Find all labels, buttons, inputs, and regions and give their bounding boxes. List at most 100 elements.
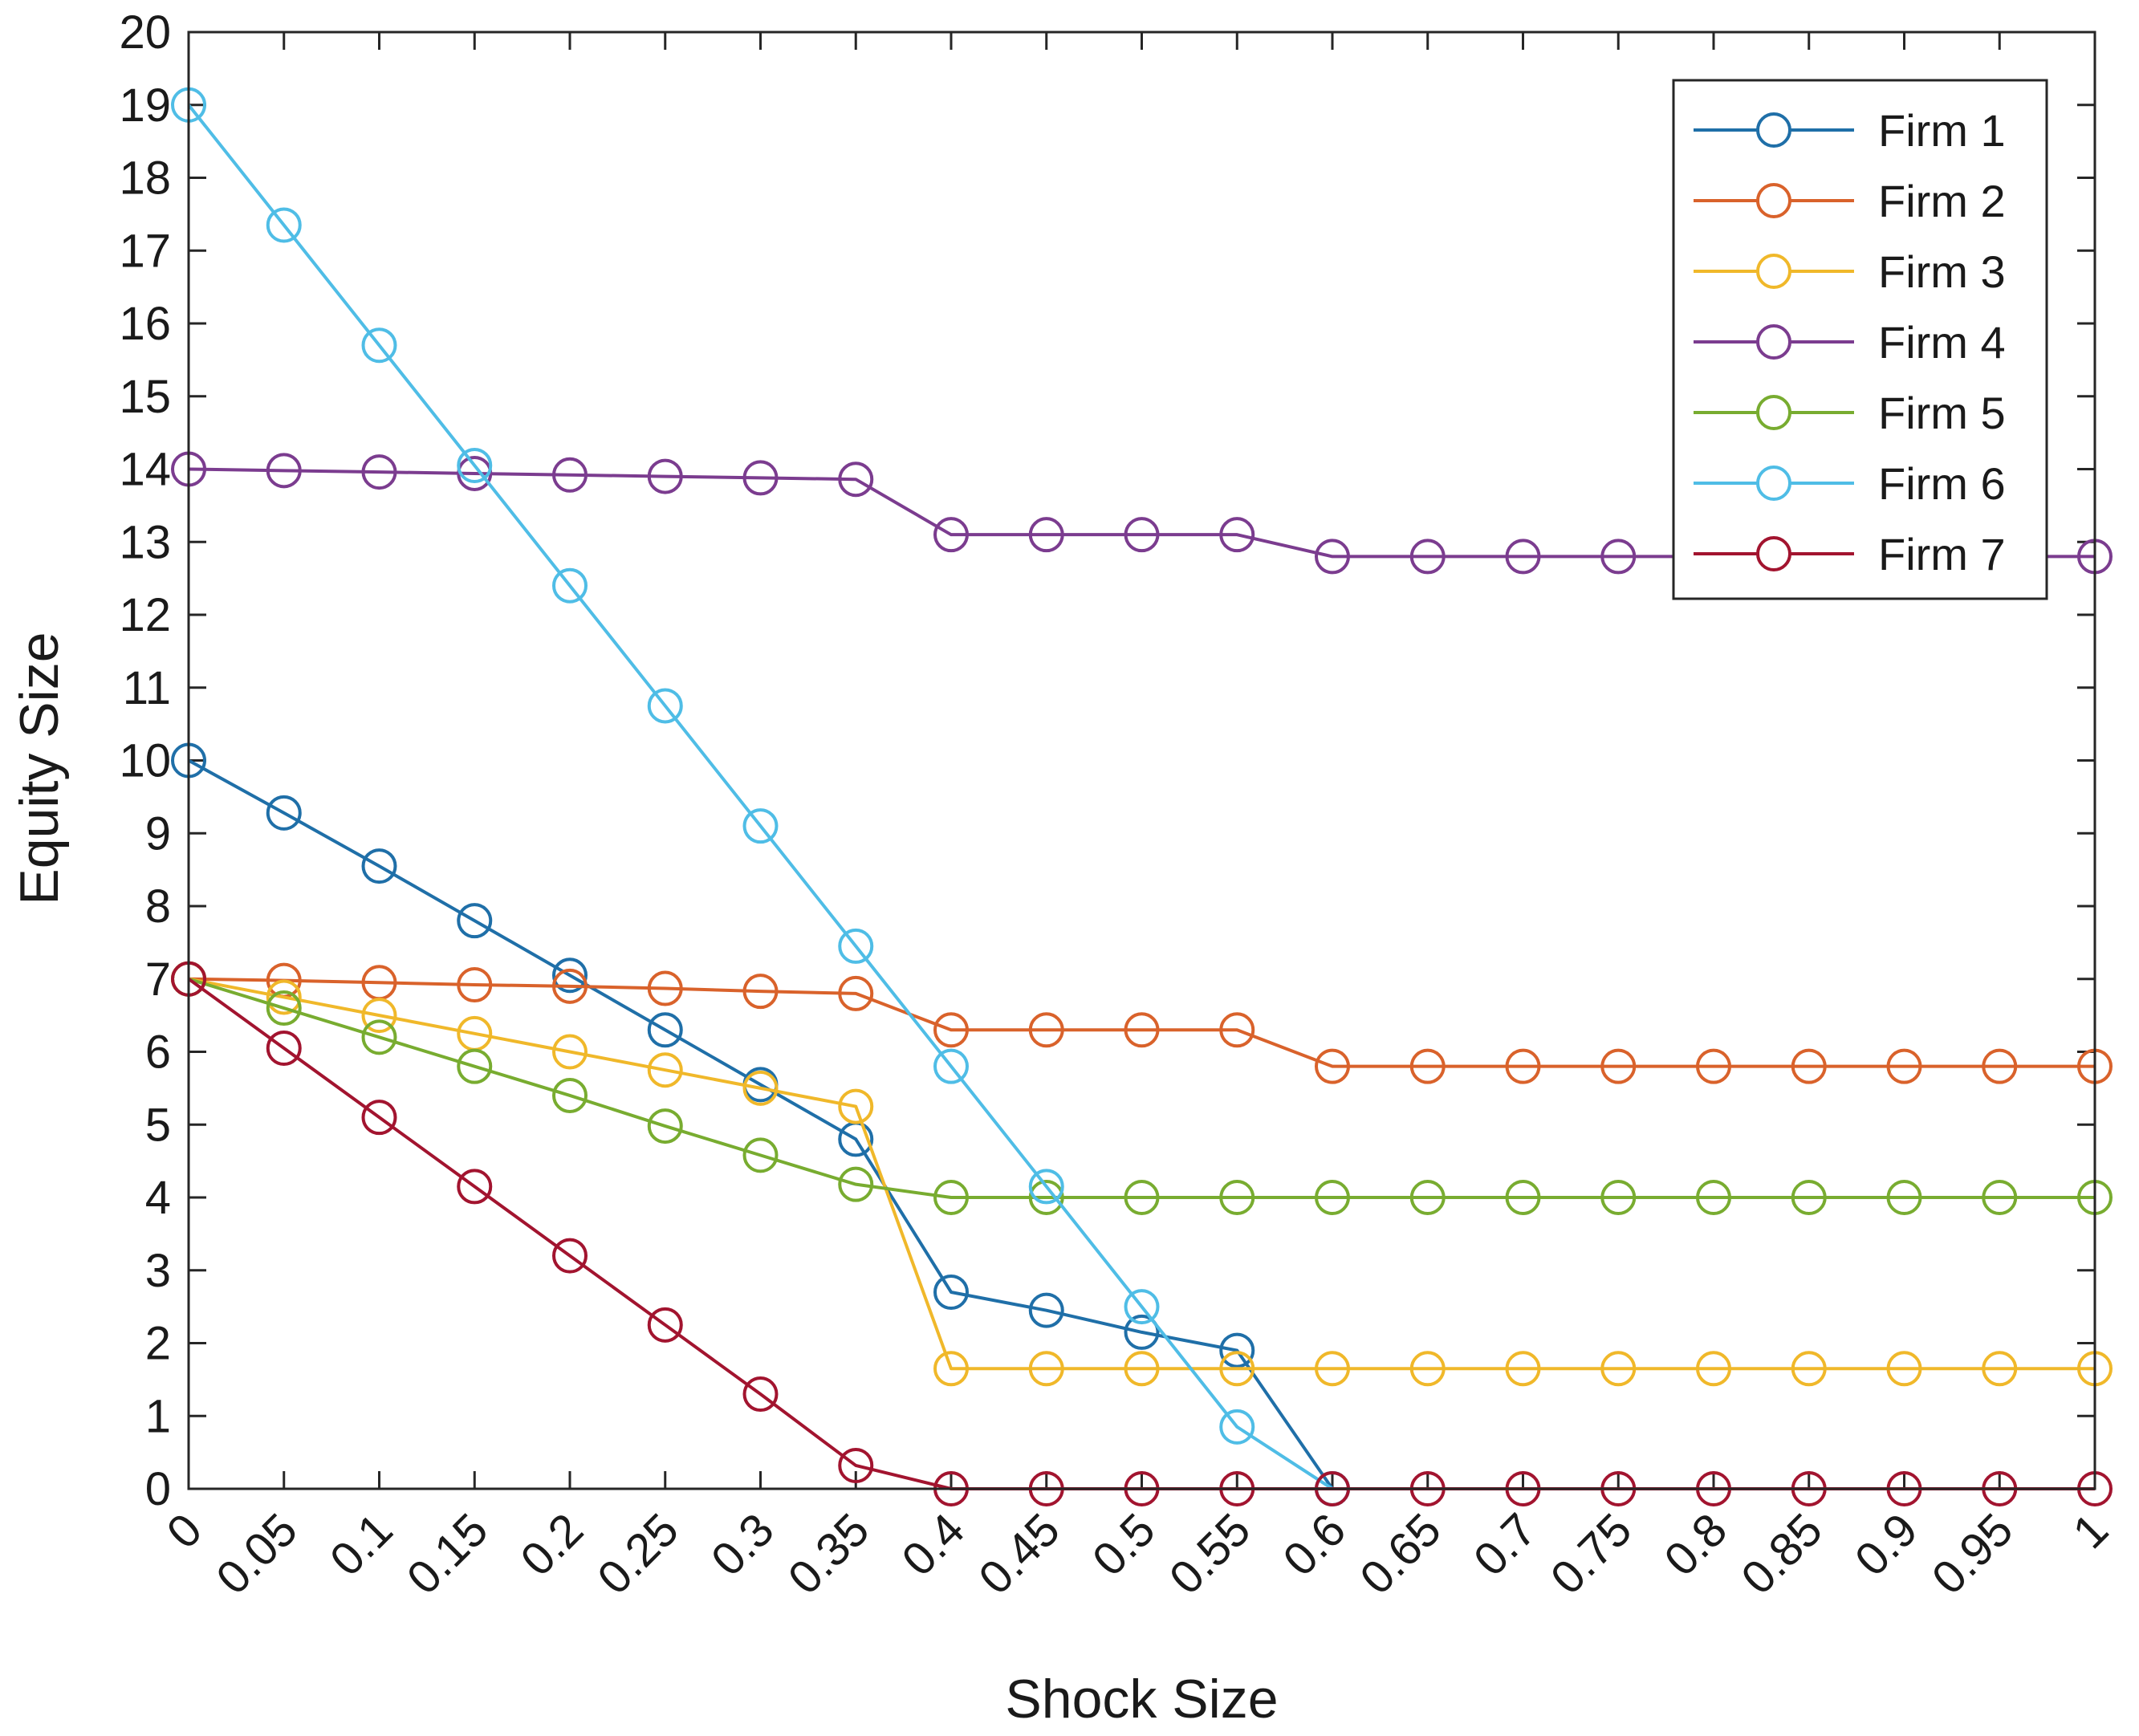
data-point [552, 1034, 588, 1070]
legend-swatch-marker [1756, 112, 1791, 148]
y-tick-label: 16 [119, 298, 171, 350]
data-point [742, 1070, 779, 1106]
data-point [1600, 1180, 1637, 1215]
data-point [552, 968, 588, 1004]
data-point [1028, 1169, 1064, 1205]
data-point [457, 1048, 493, 1084]
data-point [1505, 539, 1541, 575]
data-point [1505, 1048, 1541, 1084]
data-point [742, 1376, 779, 1413]
x-tick-label: 0.9 [1845, 1503, 1928, 1586]
legend-item: Firm 6 [1694, 458, 2006, 509]
data-point [457, 903, 493, 939]
series-line [187, 104, 1334, 1490]
data-point [1315, 539, 1350, 575]
y-tick-label: 6 [145, 1027, 171, 1079]
legend: Firm 1 Firm 2 Firm 3 Firm 4 Firm 5 Firm 6 Firm… [1672, 79, 2048, 600]
data-point [1409, 1351, 1446, 1387]
x-tick-label: 0.05 [206, 1503, 307, 1604]
x-tick-label: 0.1 [320, 1503, 403, 1586]
data-point [1028, 517, 1064, 553]
legend-label: Firm 5 [1878, 388, 2006, 438]
data-point [933, 1180, 969, 1215]
x-tick-label: 0.6 [1273, 1503, 1356, 1586]
data-point [552, 1077, 588, 1113]
legend-swatch-marker [1756, 536, 1791, 571]
data-point [361, 848, 397, 884]
data-point [838, 928, 874, 964]
data-point [1696, 1351, 1731, 1387]
data-point [457, 1169, 493, 1205]
data-point [1505, 1351, 1541, 1387]
data-point [457, 967, 493, 1003]
legend-label: Firm 3 [1878, 246, 2006, 297]
y-tick-label: 2 [145, 1318, 171, 1370]
data-point [1124, 1351, 1160, 1387]
data-point [1124, 1289, 1160, 1325]
y-tick-label: 0 [145, 1463, 171, 1515]
legend-swatch-marker [1756, 183, 1791, 218]
data-point [266, 979, 302, 1015]
data-point [1791, 1180, 1827, 1215]
x-tick-label: 0.65 [1350, 1503, 1451, 1604]
data-point [647, 688, 683, 724]
data-point [457, 447, 493, 483]
y-axis-label: Equity Size [9, 632, 70, 905]
x-tick-label: 0.95 [1922, 1503, 2023, 1604]
series-firm-5 [171, 961, 2113, 1215]
data-point [647, 1052, 683, 1088]
y-tick-label: 15 [119, 371, 171, 423]
data-point [647, 1108, 683, 1144]
y-tick-label: 17 [119, 225, 171, 277]
data-point [1409, 1048, 1446, 1084]
data-point [1219, 1351, 1255, 1387]
legend-item: Firm 3 [1694, 246, 2006, 297]
series-firm-2 [171, 961, 2113, 1084]
data-point [552, 567, 588, 604]
data-point [1600, 1351, 1637, 1387]
y-tick-label: 9 [145, 807, 171, 860]
data-point [1982, 1048, 2018, 1084]
legend-item: Firm 2 [1694, 176, 2006, 226]
x-tick-label: 0.2 [510, 1503, 593, 1586]
data-point [1124, 1012, 1160, 1048]
data-point [1600, 539, 1637, 575]
data-point [1982, 1351, 2018, 1387]
y-tick-label: 10 [119, 735, 171, 787]
x-tick-label: 0.8 [1654, 1503, 1737, 1586]
legend-label: Firm 1 [1878, 105, 2006, 156]
legend-swatch-marker [1756, 254, 1791, 289]
x-axis-label: Shock Size [1005, 1669, 1278, 1730]
data-point [742, 808, 779, 844]
data-point [1505, 1180, 1541, 1215]
y-tick-label: 19 [119, 79, 171, 132]
x-tick-label: 0.4 [892, 1503, 974, 1586]
data-point [266, 453, 302, 489]
data-point [647, 970, 683, 1006]
data-point [361, 327, 397, 364]
data-point [1315, 1180, 1350, 1215]
legend-swatch-marker [1756, 466, 1791, 501]
legend-label: Firm 2 [1878, 176, 2006, 226]
series-line [188, 977, 2095, 1068]
data-point [1696, 1048, 1731, 1084]
y-tick-label: 1 [145, 1390, 171, 1442]
data-point [1315, 1351, 1350, 1387]
x-tick-label: 0.5 [1083, 1503, 1165, 1586]
data-point [1028, 1292, 1064, 1328]
y-tick-label: 14 [119, 444, 171, 496]
data-point [838, 975, 874, 1011]
data-point [361, 1019, 397, 1055]
data-point [1028, 1351, 1064, 1387]
data-point [1982, 1180, 2018, 1215]
legend-label: Firm 4 [1878, 317, 2006, 368]
data-point [933, 517, 969, 553]
legend-swatch-marker [1756, 395, 1791, 430]
data-point [1219, 1409, 1255, 1445]
x-tick-label: 0.15 [397, 1503, 498, 1604]
data-point [1219, 1012, 1255, 1048]
data-point [742, 460, 779, 496]
legend-item: Firm 4 [1694, 317, 2006, 368]
